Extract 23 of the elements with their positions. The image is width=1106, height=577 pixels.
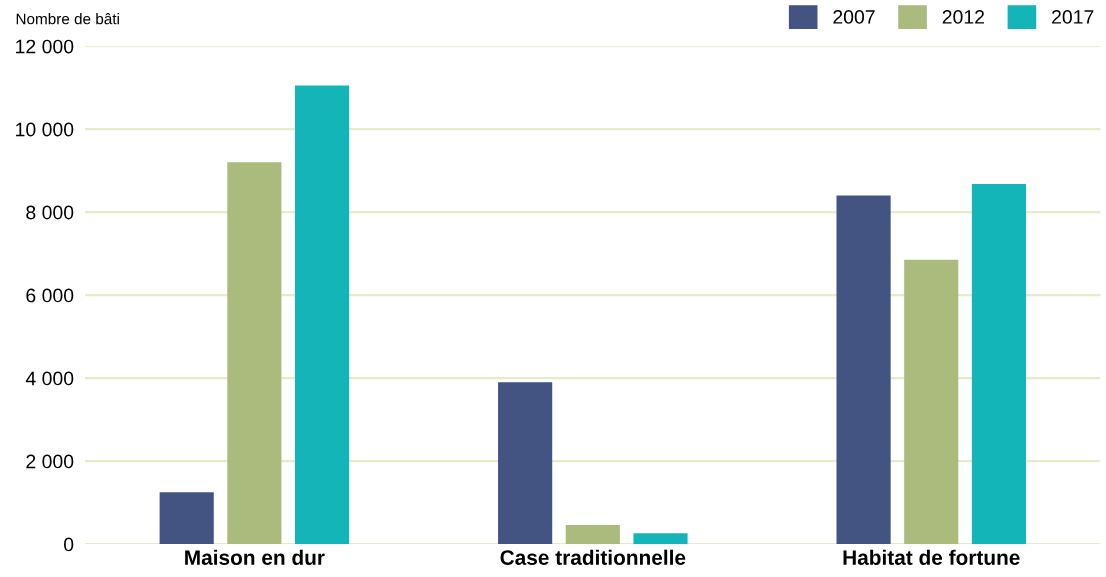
bar xyxy=(565,525,620,545)
bar xyxy=(294,85,350,545)
bar xyxy=(971,183,1027,545)
x-tick-label: Habitat de fortune xyxy=(843,549,1020,565)
bar xyxy=(159,492,214,545)
x-tick-label: Case traditionnelle xyxy=(500,549,686,565)
bar xyxy=(227,162,282,545)
bar xyxy=(836,195,891,545)
bar xyxy=(633,533,688,545)
legend-label: 2012 xyxy=(942,10,984,24)
y-tick-label: 12 000 xyxy=(16,39,74,54)
y-tick-label: 8 000 xyxy=(26,205,74,220)
x-tick-label: Maison en dur xyxy=(185,549,325,565)
y-tick-label: 2 000 xyxy=(26,454,74,469)
y-tick-label: 4 000 xyxy=(25,371,74,386)
bar xyxy=(904,259,959,545)
y-tick-label: 6 000 xyxy=(26,288,74,303)
y-axis-title: Nombre de bâti xyxy=(16,13,119,25)
y-tick-label: 0 xyxy=(64,537,74,552)
legend-label: 2007 xyxy=(833,10,875,24)
legend-label: 2017 xyxy=(1052,10,1094,24)
y-tick-label: 10 000 xyxy=(16,122,74,137)
bar xyxy=(498,382,553,545)
